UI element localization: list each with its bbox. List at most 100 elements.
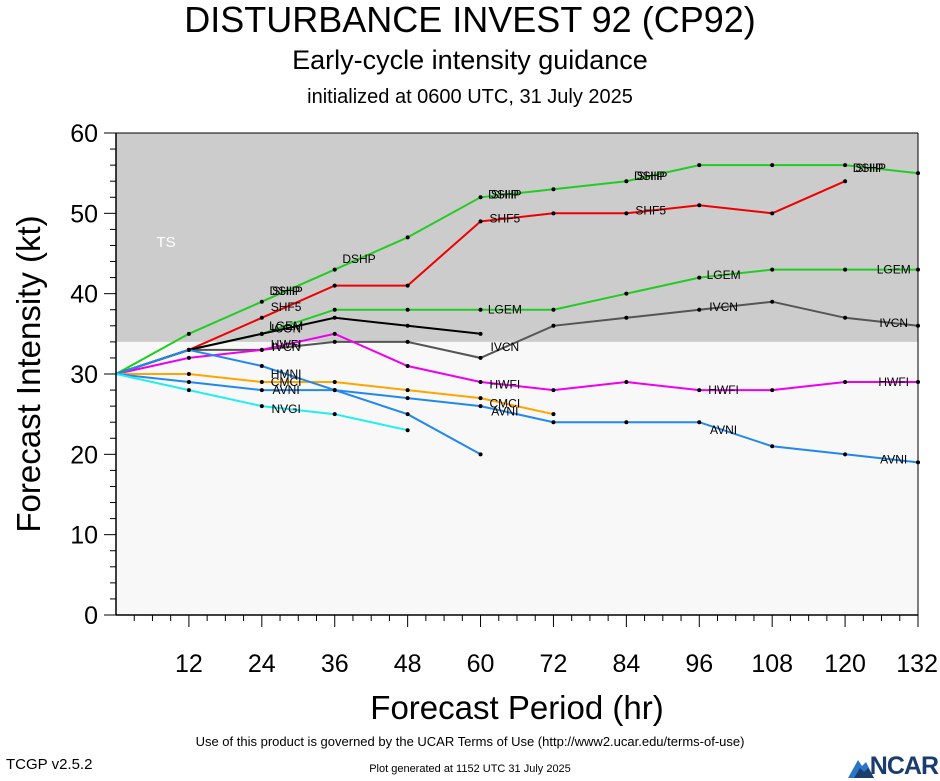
series-label-ivcn: IVCN [272,340,301,354]
data-point-icon [332,315,337,320]
data-point-avni [624,420,629,425]
data-point-icon [259,331,264,336]
x-tick-label: 120 [824,650,866,678]
series-label-nvgi: NVGI [271,402,300,416]
data-point-ivcn [770,299,775,304]
y-axis-title: Forecast Intensity (kt) [10,215,47,532]
x-tick-label: 60 [467,650,495,678]
series-label-avni: AVNI [710,423,737,437]
series-label-ship: SHIP [491,188,519,202]
data-point-cmci [551,412,556,417]
data-point-shf5 [405,283,410,288]
data-point-dshp [259,299,264,304]
data-point-shf5 [624,211,629,216]
data-point-avni [770,444,775,449]
series-label-shf5: SHF5 [271,300,302,314]
data-point-dshp [478,195,483,200]
x-tick-label: 96 [685,650,713,678]
version-label: TCGP v2.5.2 [6,756,93,773]
series-label-ship: SHIP [272,284,300,298]
initialization-time: initialized at 0600 UTC, 31 July 2025 [307,86,633,108]
data-point-lgem [697,275,702,280]
series-line-hmni [115,348,481,456]
x-tick-label: 24 [248,650,276,678]
series-label-hwfi: HWFI [490,378,521,392]
series-label-lgem: LGEM [488,303,522,317]
x-tick-label: 12 [175,650,203,678]
data-point-hmni [478,452,483,457]
series-label-shf5: SHF5 [635,204,666,218]
data-point-hwfi [624,380,629,385]
ncar-logo-mark-icon [848,760,874,778]
data-point-avni [332,388,337,393]
data-point-hwfi [259,347,264,352]
data-point-nvgi [186,388,191,393]
series-label-ivcn: IVCN [879,316,908,330]
data-point-lgem [551,307,556,312]
data-point-ivcn [624,315,629,320]
data-point-dshp [186,331,191,336]
data-point-ivcn [551,323,556,328]
series-label-hmni: HMNI [271,367,302,381]
series-line-dshp [115,164,919,375]
series-label-ship: SHIP [637,169,665,183]
data-point-avni [697,420,702,425]
data-point-hmni [405,412,410,417]
data-point-nvgi [259,404,264,409]
y-tick-label: 0 [84,602,98,630]
x-tick-label: 48 [394,650,422,678]
ts-band-label: TS [156,234,175,251]
data-point-dshp [697,163,702,168]
series-label-dshp: DSHP [853,161,886,175]
data-point-ivcn [478,355,483,360]
series-label-dshp: DSHP [269,284,302,298]
data-point-shf5 [478,219,483,224]
data-point-dshp [405,235,410,240]
series-label-dshp: DSHP [634,169,667,183]
series-label-hwfi: HWFI [878,375,909,389]
x-tick-label: 132 [896,650,938,678]
data-point-nvgi [332,412,337,417]
data-point-hmni [186,347,191,352]
data-point-nvgi [405,428,410,433]
series-label-ship: SHIP [855,161,883,175]
series-label-avni: AVNI [491,404,518,418]
y-tick-label: 10 [70,522,98,550]
y-tick-label: 60 [70,120,98,148]
data-point-shf5 [697,203,702,208]
data-point-lgem [843,267,848,272]
data-point-dshp [843,163,848,168]
data-point-cmci [405,388,410,393]
series-label-icon: ICON [271,321,301,335]
generated-timestamp: Plot generated at 1152 UTC 31 July 2025 [369,763,571,775]
series-label-ivcn: IVCN [491,340,520,354]
data-point-hmni [259,363,264,368]
x-tick-label: 84 [612,650,640,678]
x-axis-title: Forecast Period (hr) [370,689,663,726]
data-point-shf5 [770,211,775,216]
data-point-lgem [624,291,629,296]
series-label-cmci: CMCI [271,375,302,389]
x-tick-label: 36 [321,650,349,678]
data-point-avni [186,380,191,385]
series-line-avni [115,373,919,464]
data-point-icon [405,323,410,328]
data-point-avni [478,404,483,409]
series-line-hwfi [115,332,918,392]
series-label-lgem: LGEM [707,268,741,282]
series-label-hwfi: HWFI [708,383,739,397]
data-point-dshp [332,267,337,272]
data-point-avni [405,396,410,401]
data-point-hwfi [478,380,483,385]
data-point-ivcn [697,307,702,312]
data-point-shf5 [332,283,337,288]
x-tick-label: 72 [540,650,568,678]
ncar-logo-text: NCAR [869,752,939,780]
y-tick-label: 40 [70,281,98,309]
data-point-hwfi [770,388,775,393]
data-point-avni [259,388,264,393]
data-point-avni [551,420,556,425]
data-point-avni [843,452,848,457]
terms-of-use-notice: Use of this product is governed by the U… [195,734,745,749]
